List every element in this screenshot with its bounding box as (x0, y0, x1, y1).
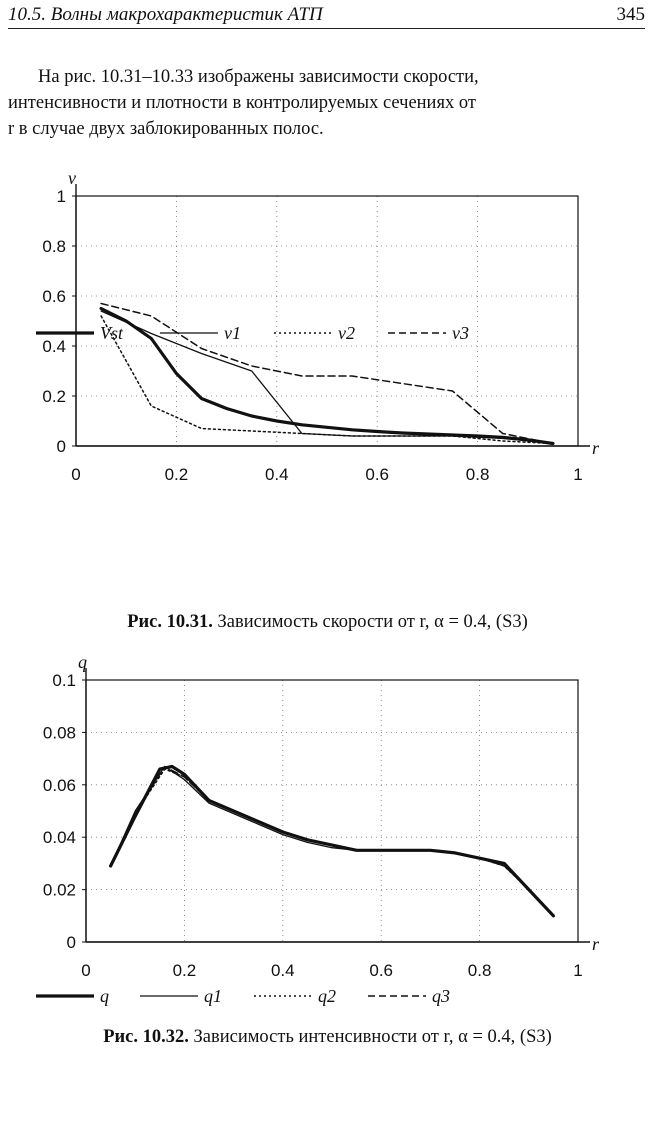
running-header: 10.5. Волны макрохарактеристик АТП 345 (8, 4, 645, 29)
y-tick-label: 0.4 (42, 337, 66, 356)
x-tick-label: 0.2 (165, 465, 189, 484)
series-line-q2 (109, 768, 555, 917)
paragraph-line: На рис. 10.31–10.33 изображены зависимос… (38, 67, 479, 87)
x-tick-label: 0.4 (265, 465, 289, 484)
body-paragraph: На рис. 10.31–10.33 изображены зависимос… (8, 64, 648, 142)
series-line-v2 (100, 315, 554, 445)
x-tick-label: 0.6 (365, 465, 389, 484)
y-axis-label: q (78, 652, 87, 672)
x-tick-label: 1 (573, 465, 582, 484)
series-line-v1 (100, 310, 554, 445)
y-tick-label: 0.8 (42, 237, 66, 256)
caption-label: Рис. 10.31. (127, 612, 213, 632)
series-line-v3 (100, 302, 554, 445)
intensity-chart: 0 0.02 0.04 0.06 0.08 0.1 0 0.2 0.4 0.6 0.8 1 q r q q1 q… (36, 652, 600, 1006)
caption-label: Рис. 10.32. (103, 1027, 189, 1047)
paragraph-line: r в случае двух заблокированных полос. (8, 119, 324, 139)
legend-label-q3: q3 (432, 986, 450, 1006)
y-tick-label: 0.2 (42, 387, 66, 406)
x-axis-label: r (592, 438, 600, 458)
x-tick-label: 0 (71, 465, 80, 484)
legend-label-q: q (100, 986, 109, 1006)
y-tick-label: 0.1 (52, 671, 76, 690)
x-tick-label: 0.8 (468, 961, 492, 980)
y-tick-label: 0.6 (42, 287, 66, 306)
y-tick-label: 0.06 (43, 776, 76, 795)
y-tick-label: 0 (67, 933, 76, 952)
caption-text: Зависимость интенсивности от r, α = 0.4,… (193, 1027, 552, 1047)
figure-caption-2: Рис. 10.32. Зависимость интенсивности от… (0, 1027, 655, 1048)
section-title: 10.5. Волны макрохарактеристик АТП (8, 4, 323, 25)
y-axis-label: v (68, 170, 76, 188)
x-axis-label: r (592, 934, 600, 954)
x-tick-label: 1 (573, 961, 582, 980)
paragraph-line: интенсивности и плотности в контролируем… (8, 93, 476, 113)
y-tick-label: 0.02 (43, 881, 76, 900)
legend-label-Vst: Vst (100, 323, 124, 343)
y-tick-label: 0.04 (43, 828, 76, 847)
series-line-q3 (109, 765, 555, 917)
y-tick-label: 0 (57, 437, 66, 456)
series-line-Vst (99, 306, 555, 446)
caption-text: Зависимость скорости от r, α = 0.4, (S3) (217, 612, 528, 632)
plot-frame (75, 195, 579, 447)
legend-label-v3: v3 (452, 323, 469, 343)
y-tick-label: 0.08 (43, 723, 76, 742)
page-number: 345 (616, 4, 646, 25)
x-tick-label: 0.8 (466, 465, 490, 484)
legend-label-v1: v1 (224, 323, 241, 343)
x-tick-label: 0.6 (369, 961, 393, 980)
x-tick-label: 0.2 (173, 961, 197, 980)
legend-label-v2: v2 (338, 323, 355, 343)
series-line-q (108, 764, 556, 918)
legend-label-q2: q2 (318, 986, 336, 1006)
figure-caption-1: Рис. 10.31. Зависимость скорости от r, α… (0, 612, 655, 633)
x-tick-label: 0 (81, 961, 90, 980)
y-tick-label: 1 (57, 187, 66, 206)
plot-frame (85, 679, 579, 943)
series-line-q1 (109, 765, 555, 917)
legend-label-q1: q1 (204, 986, 222, 1006)
x-tick-label: 0.4 (271, 961, 295, 980)
